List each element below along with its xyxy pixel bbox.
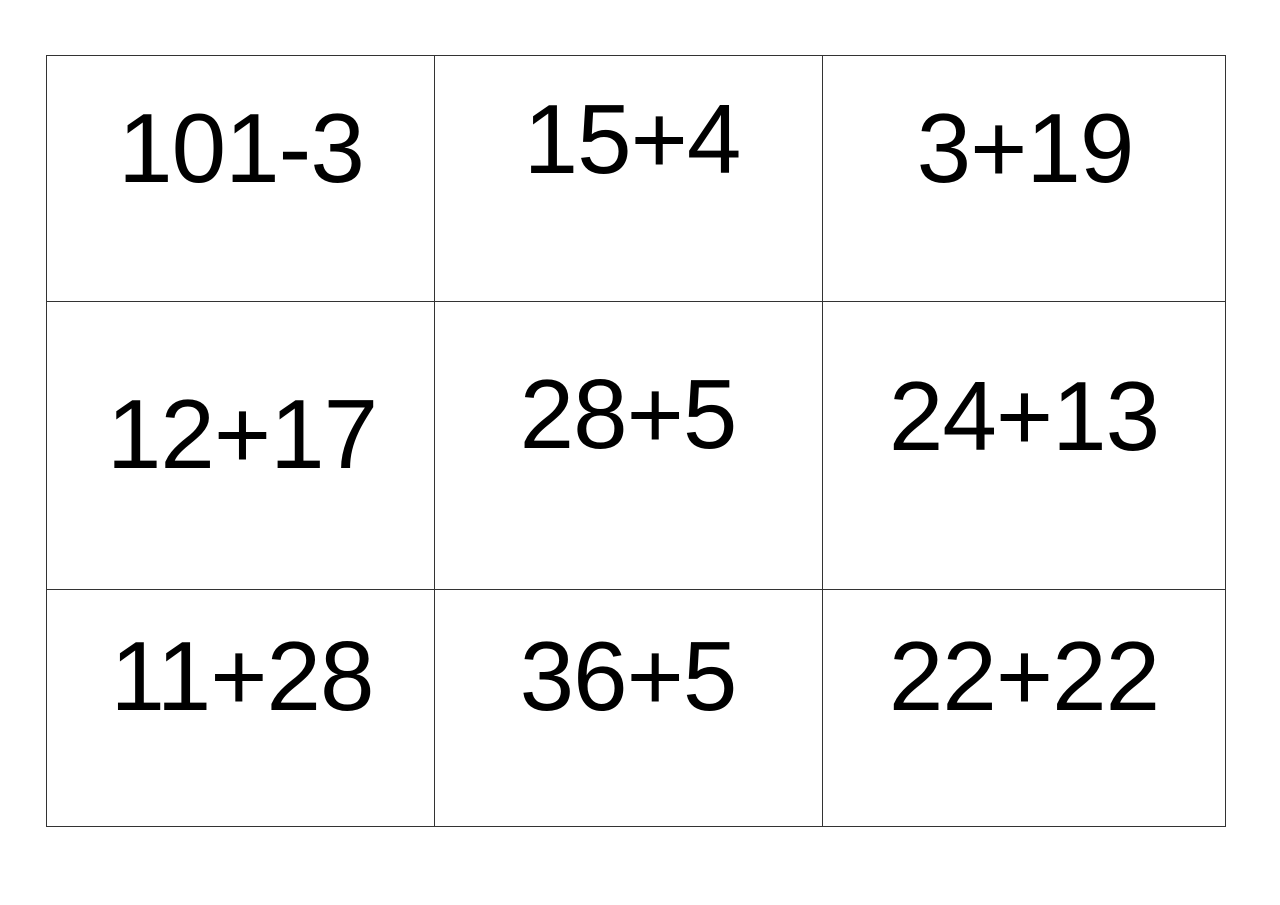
table-cell: 24+13 bbox=[888, 361, 1160, 471]
row-divider bbox=[46, 589, 1226, 590]
column-divider bbox=[434, 55, 435, 827]
table-cell: 15+4 bbox=[523, 84, 742, 194]
table-cell: 28+5 bbox=[519, 359, 738, 469]
table-cell: 101-3 bbox=[118, 93, 365, 203]
table-cell: 36+5 bbox=[519, 621, 738, 731]
column-divider bbox=[822, 55, 823, 827]
table-cell: 12+17 bbox=[106, 379, 378, 489]
table-cell: 22+22 bbox=[888, 621, 1160, 731]
row-divider bbox=[46, 301, 1226, 302]
table-cell: 3+19 bbox=[916, 93, 1135, 203]
table-cell: 11+28 bbox=[110, 621, 375, 731]
expression-table bbox=[46, 55, 1226, 827]
